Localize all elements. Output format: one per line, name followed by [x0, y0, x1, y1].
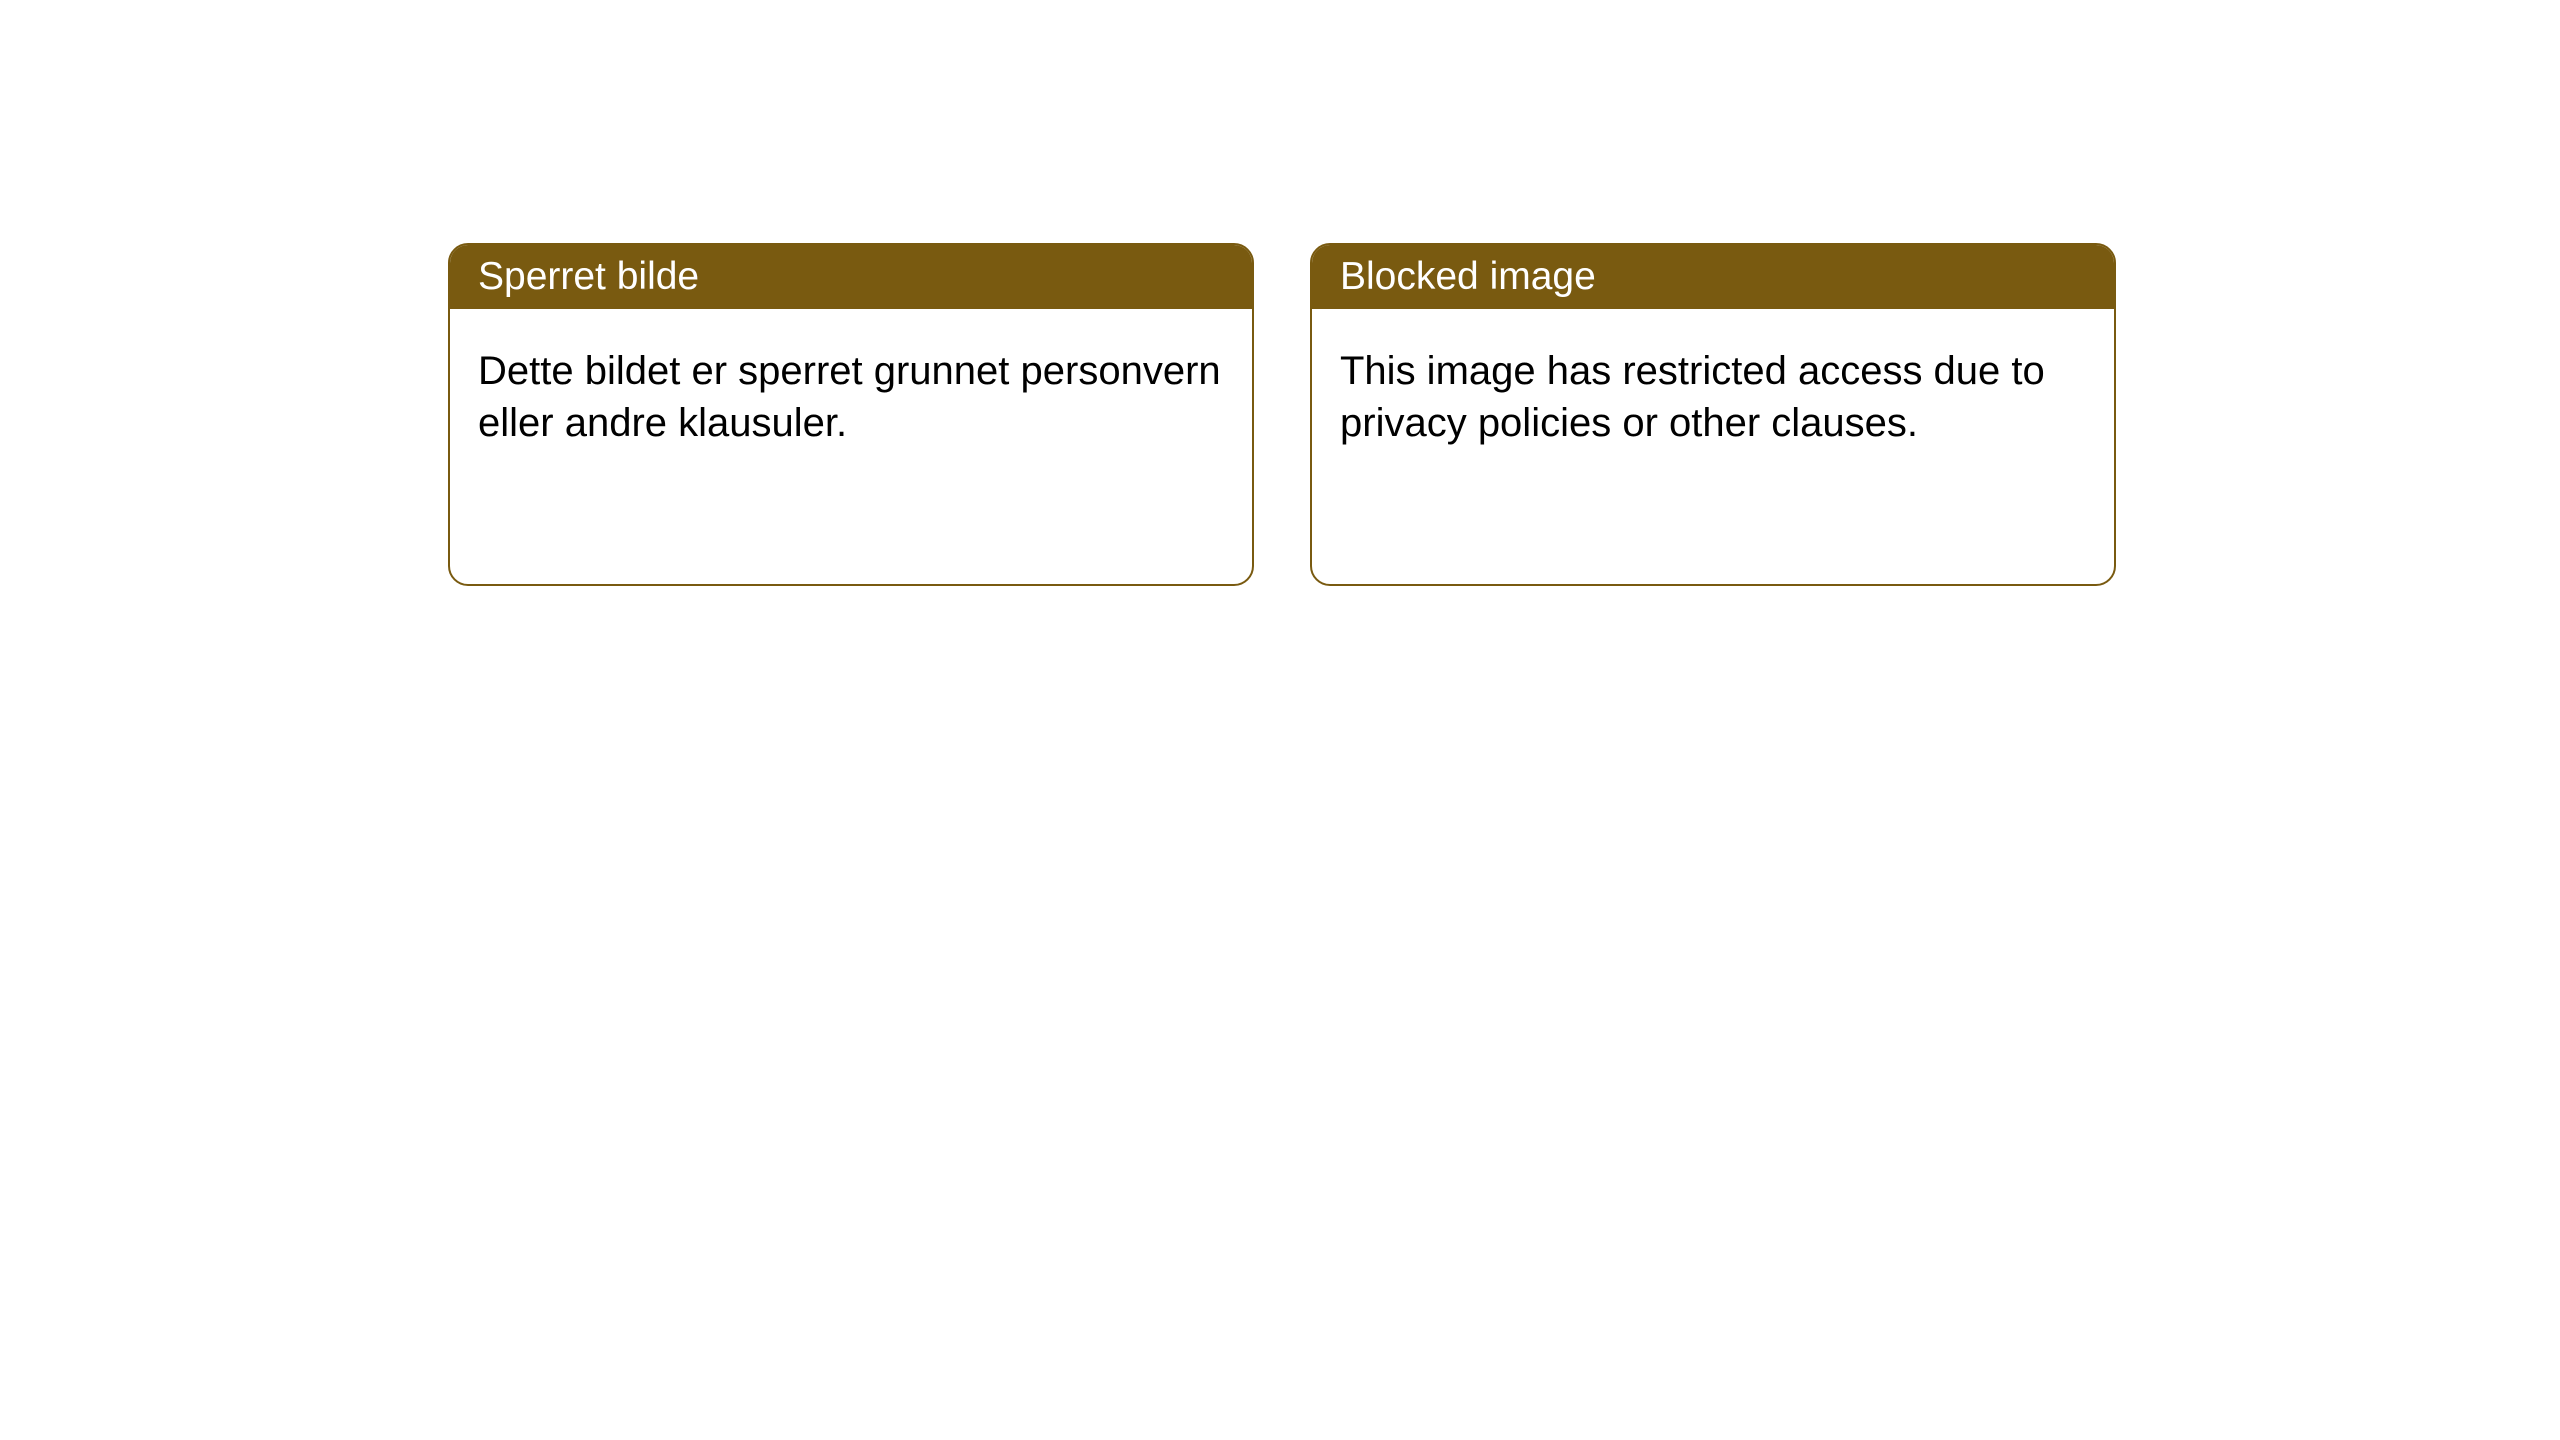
- card-body: This image has restricted access due to …: [1312, 309, 2114, 584]
- card-body: Dette bildet er sperret grunnet personve…: [450, 309, 1252, 584]
- card-body-text: This image has restricted access due to …: [1340, 349, 2045, 445]
- card-title: Blocked image: [1340, 255, 1596, 298]
- card-header: Blocked image: [1312, 245, 2114, 309]
- card-header: Sperret bilde: [450, 245, 1252, 309]
- card-title: Sperret bilde: [478, 255, 699, 298]
- notice-card-norwegian: Sperret bilde Dette bildet er sperret gr…: [448, 243, 1254, 586]
- notice-container: Sperret bilde Dette bildet er sperret gr…: [0, 0, 2560, 586]
- notice-card-english: Blocked image This image has restricted …: [1310, 243, 2116, 586]
- card-body-text: Dette bildet er sperret grunnet personve…: [478, 349, 1221, 445]
